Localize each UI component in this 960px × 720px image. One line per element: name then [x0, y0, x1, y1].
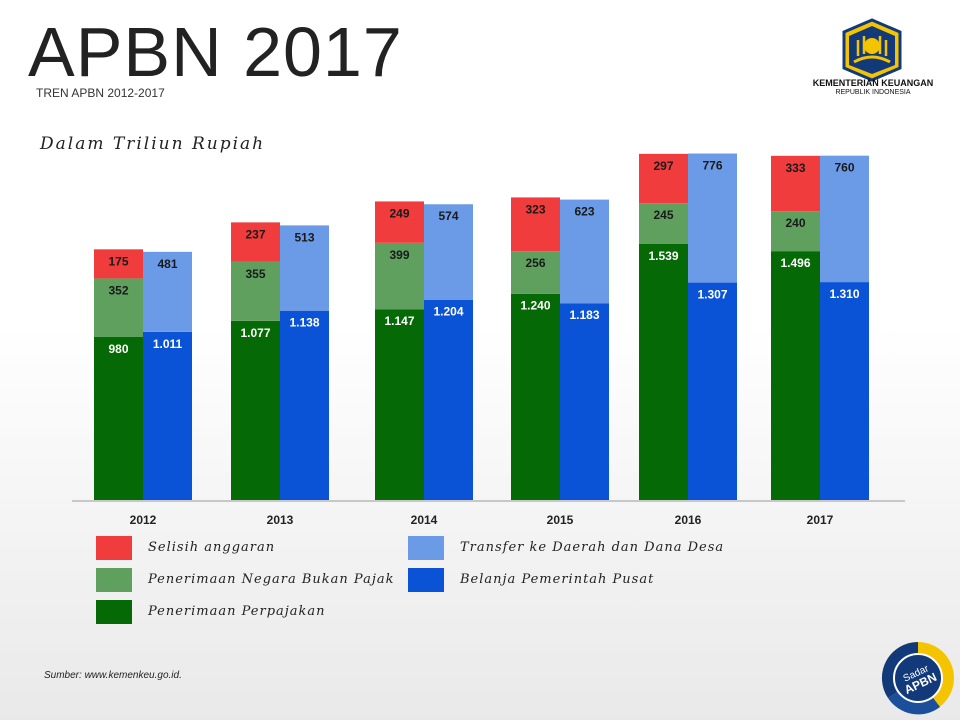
- legend-swatch-transfer: [408, 536, 444, 560]
- bar-transfer-2015: [560, 199, 609, 304]
- bar-transfer-2017: [820, 155, 869, 283]
- unit-label: Dalam Triliun Rupiah: [40, 134, 266, 154]
- sadar-apbn-badge-icon: Sadar APBN: [881, 641, 954, 715]
- x-tick-label-2015: 2015: [547, 513, 574, 527]
- data-label-transfer-2016: 776: [702, 159, 722, 173]
- legend-swatch-pajak: [96, 600, 132, 624]
- data-label-belanja-2017: 1.310: [829, 287, 859, 301]
- bar-transfer-2016: [688, 153, 737, 283]
- bar-selisih-2015: [511, 197, 560, 252]
- legend-label-belanja: Belanja Pemerintah Pusat: [460, 572, 655, 587]
- data-label-selisih-2013: 237: [245, 227, 265, 241]
- data-label-pajak-2013: 1.077: [240, 326, 270, 340]
- bar-belanja-2013: [280, 310, 329, 500]
- data-label-selisih-2012: 175: [108, 254, 128, 268]
- data-label-transfer-2014: 574: [438, 209, 458, 223]
- bar-selisih-2017: [771, 155, 820, 212]
- bar-transfer-2014: [424, 204, 473, 300]
- logo-subname: REPUBLIK INDONESIA: [835, 89, 911, 96]
- apbn-bar-chart: 980 352 175 1.011 481 2012 1.077 355 237 1.138 513…: [72, 153, 905, 527]
- data-label-pajak-2012: 980: [108, 342, 128, 356]
- data-label-pnbp-2017: 240: [785, 216, 805, 230]
- bar-pnbp-2012: [94, 278, 143, 337]
- legend-swatch-pnbp: [96, 568, 132, 592]
- bar-selisih-2012: [94, 249, 143, 279]
- data-label-pnbp-2015: 256: [525, 256, 545, 270]
- x-tick-label-2012: 2012: [130, 513, 157, 527]
- bar-belanja-2014: [424, 299, 473, 500]
- x-tick-label-2014: 2014: [411, 513, 438, 527]
- page-title: APBN 2017: [28, 13, 403, 91]
- bar-transfer-2013: [280, 225, 329, 311]
- legend-label-pnbp: Penerimaan Negara Bukan Pajak: [148, 572, 395, 587]
- bar-belanja-2016: [688, 282, 737, 500]
- legend-label-pajak: Penerimaan Perpajakan: [148, 604, 326, 619]
- bar-pnbp-2017: [771, 211, 820, 252]
- data-label-pajak-2016: 1.539: [648, 249, 678, 263]
- data-label-transfer-2013: 513: [294, 230, 314, 244]
- x-tick-label-2016: 2016: [675, 513, 702, 527]
- data-label-selisih-2017: 333: [785, 161, 805, 175]
- bar-belanja-2015: [560, 303, 609, 500]
- bar-pnbp-2016: [639, 203, 688, 245]
- bar-pajak-2016: [639, 244, 688, 500]
- bar-pnbp-2014: [375, 242, 424, 310]
- data-label-belanja-2015: 1.183: [569, 308, 599, 322]
- bar-pajak-2013: [231, 320, 280, 500]
- data-label-belanja-2014: 1.204: [433, 305, 463, 319]
- bar-belanja-2012: [143, 331, 192, 500]
- x-tick-label-2017: 2017: [807, 513, 834, 527]
- bar-pnbp-2015: [511, 251, 560, 294]
- logo-name: KEMENTERIAN KEUANGAN: [812, 78, 934, 88]
- data-label-transfer-2017: 760: [834, 161, 854, 175]
- source-note: Sumber: www.kemenkeu.go.id.: [44, 670, 182, 681]
- bar-pajak-2012: [94, 336, 143, 500]
- legend-swatch-selisih: [96, 536, 132, 560]
- data-label-pajak-2015: 1.240: [520, 299, 550, 313]
- data-label-selisih-2016: 297: [653, 159, 673, 173]
- legend-swatch-belanja: [408, 568, 444, 592]
- data-label-belanja-2016: 1.307: [697, 288, 727, 302]
- bar-pajak-2014: [375, 309, 424, 500]
- x-tick-label-2013: 2013: [267, 513, 294, 527]
- page-subtitle: TREN APBN 2012-2017: [36, 86, 165, 100]
- data-label-belanja-2012: 1.011: [153, 337, 183, 351]
- data-label-pajak-2017: 1.496: [780, 256, 810, 270]
- data-label-selisih-2015: 323: [525, 202, 545, 216]
- legend-label-selisih: Selisih anggaran: [148, 540, 276, 555]
- bar-pajak-2017: [771, 251, 820, 500]
- ministry-emblem-icon: [842, 18, 902, 82]
- bar-pnbp-2013: [231, 261, 280, 321]
- data-label-pnbp-2014: 399: [389, 248, 409, 262]
- data-label-pnbp-2013: 355: [245, 267, 265, 281]
- data-label-transfer-2012: 481: [157, 257, 177, 271]
- bar-pajak-2015: [511, 293, 560, 500]
- data-label-pnbp-2012: 352: [108, 283, 128, 297]
- bar-transfer-2012: [143, 251, 192, 332]
- legend-label-transfer: Transfer ke Daerah dan Dana Desa: [460, 540, 725, 555]
- data-label-pnbp-2016: 245: [653, 208, 673, 222]
- data-label-pajak-2014: 1.147: [384, 314, 414, 328]
- bar-belanja-2017: [820, 282, 869, 500]
- data-label-selisih-2014: 249: [389, 206, 409, 220]
- bar-selisih-2014: [375, 201, 424, 243]
- bar-selisih-2016: [639, 153, 688, 204]
- bar-selisih-2013: [231, 222, 280, 262]
- data-label-transfer-2015: 623: [574, 205, 594, 219]
- data-label-belanja-2013: 1.138: [289, 316, 319, 330]
